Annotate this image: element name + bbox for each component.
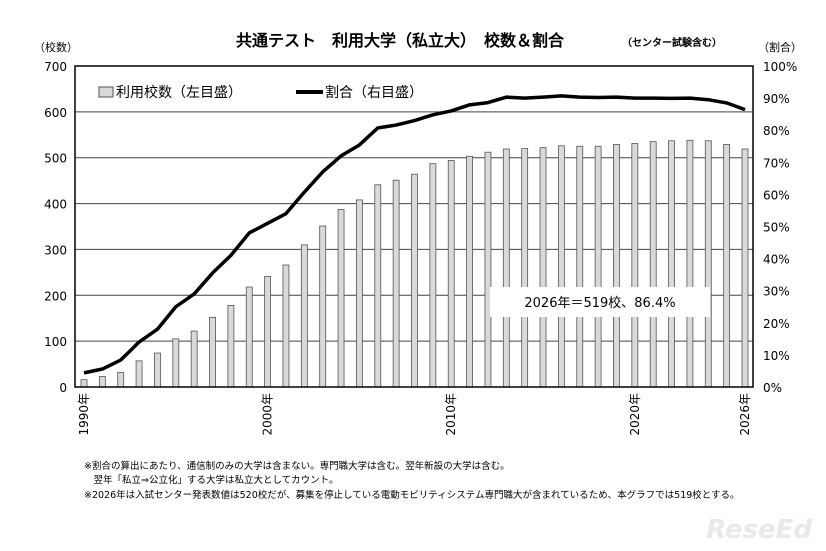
legend-line-label: 割合（右目盛）	[325, 84, 423, 101]
plot-area	[74, 65, 754, 388]
bar	[723, 144, 731, 388]
bar	[466, 155, 473, 388]
bar	[649, 141, 657, 388]
bar	[447, 160, 455, 388]
note-2: 翌年「私立⇒公立化」する大学は私立大としてカウント。	[84, 475, 339, 486]
ratio-line	[83, 94, 746, 375]
legend-bar-swatch	[98, 86, 114, 98]
bar	[521, 148, 529, 388]
logo: ReseEd	[706, 515, 812, 545]
y-right-tick: 30%	[763, 285, 790, 299]
bar	[282, 264, 290, 388]
chart-subtitle: （センター試験含む）	[622, 36, 722, 49]
y-right-tick: 90%	[763, 92, 790, 106]
bar	[154, 352, 161, 388]
bar	[374, 184, 382, 388]
bar	[227, 304, 235, 388]
y-right-tick: 50%	[763, 221, 790, 235]
bar	[392, 179, 400, 388]
bar	[356, 199, 363, 388]
x-tick: 2010年	[444, 393, 458, 436]
y-left-tick: 200	[44, 289, 67, 303]
bar	[264, 276, 272, 388]
x-tick: 2000年	[261, 393, 275, 436]
bar	[613, 144, 620, 388]
y-left-tick: 300	[44, 243, 67, 257]
y-right-tick: 60%	[763, 188, 790, 202]
bar	[337, 209, 345, 388]
bar	[557, 145, 565, 388]
y-right-tick: 70%	[763, 156, 790, 170]
y-right-tick: 40%	[763, 253, 790, 267]
y-right-label: （割合）	[758, 40, 802, 54]
y-left-tick: 500	[44, 152, 67, 166]
bar	[704, 140, 712, 388]
bar	[98, 376, 106, 388]
bar	[429, 163, 437, 388]
bar	[594, 145, 602, 388]
x-tick: 2026年	[738, 393, 752, 436]
bar	[300, 244, 308, 388]
y-left-tick: 100	[44, 335, 67, 349]
bar	[576, 145, 584, 388]
annotation: 2026年＝519校、86.4%	[524, 295, 675, 311]
y-right-tick: 10%	[763, 349, 790, 363]
y-right-tick: 0%	[763, 381, 782, 395]
y-right-tick: 20%	[763, 317, 790, 331]
note-3: ※2026年は入試センター発表数値は520校だが、募集を停止している電動モビリテ…	[84, 490, 740, 501]
y-left-tick: 0	[59, 381, 67, 395]
chart-svg: 共通テスト 利用大学（私立大） 校数＆割合 （センター試験含む） （校数） （割…	[34, 31, 802, 436]
y-right-tick: 80%	[763, 124, 790, 138]
bar	[686, 139, 694, 388]
bar	[80, 379, 88, 388]
y-right-tick: 100%	[763, 60, 797, 74]
bar	[172, 338, 180, 388]
bar	[190, 330, 198, 388]
bar	[668, 140, 675, 388]
y-left-tick: 600	[44, 106, 67, 120]
x-tick: 1990年	[77, 393, 91, 436]
bar	[319, 225, 327, 388]
bar	[245, 286, 253, 388]
bar	[411, 173, 418, 388]
bar	[135, 360, 143, 388]
legend-bar-label: 利用校数（左目盛）	[116, 84, 242, 101]
bar	[741, 148, 749, 388]
bar	[117, 371, 125, 388]
bar	[209, 316, 216, 388]
x-tick: 2020年	[628, 393, 642, 436]
chart-title: 共通テスト 利用大学（私立大） 校数＆割合	[236, 31, 565, 50]
bar	[631, 143, 639, 388]
legend: 利用校数（左目盛） 割合（右目盛）	[98, 84, 423, 101]
note-1: ※割合の算出にあたり、通信制のみの大学は含まない。専門職大学は含む。翌年新設の大…	[84, 461, 510, 472]
y-left-tick: 700	[44, 60, 67, 74]
bar	[484, 151, 492, 388]
y-left-label: （校数）	[34, 40, 78, 54]
bar	[502, 148, 510, 388]
bar	[539, 147, 547, 388]
y-left-tick: 400	[44, 198, 67, 212]
annotation-box	[490, 287, 710, 317]
